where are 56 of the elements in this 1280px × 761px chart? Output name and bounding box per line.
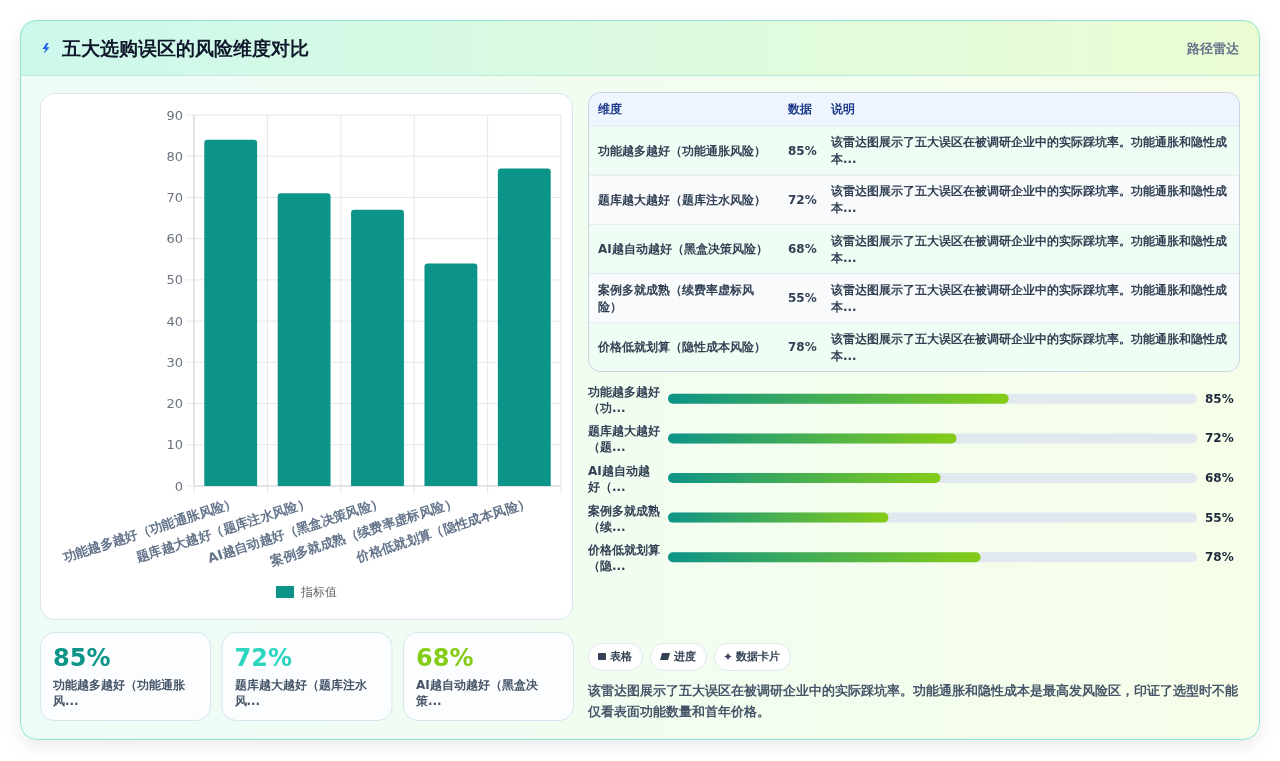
y-tick-label: 20 (166, 396, 183, 412)
y-tick-label: AI越自动越好（... (587, 464, 650, 494)
bar (277, 193, 331, 486)
text: 该雷达图展示了五大误区在被调研企业中的实际踩坑率。功能通胀和隐性成本... (830, 135, 1227, 167)
y-tick-label: 10 (166, 437, 183, 453)
bar (424, 263, 478, 486)
category-label: 案例多就成熟（续费率虚标风险） (597, 282, 754, 314)
category-label: 题库越大越好（题库注水风险） (597, 192, 766, 207)
y-tick-label: 0 (174, 478, 183, 494)
text: 说明 (830, 102, 855, 116)
data-label: 78% (1205, 550, 1234, 565)
text: 该雷达图展示了五大误区在被调研企业中的实际踩坑率。功能通胀和隐性成本是最高发风险区，印证了选型时不能仅看表面功能数量和首年价格。 (587, 682, 1239, 719)
text: 五大选购误区的风险维度对比 (61, 37, 309, 59)
y-tick-label: 90 (166, 107, 183, 123)
text: 数据卡片 (735, 650, 780, 663)
data-label: 85% (53, 644, 111, 672)
text: 进度 (673, 650, 696, 663)
legend-label: 指标值 (300, 585, 337, 599)
data-label: 72% (234, 644, 292, 672)
bar (351, 209, 404, 486)
text: 表格 (609, 650, 633, 663)
data-label: 55% (1205, 510, 1234, 525)
y-tick-label: 60 (166, 231, 183, 247)
bar (204, 139, 258, 486)
y-tick-label: 50 (166, 272, 183, 288)
data-label: 72% (788, 192, 817, 207)
y-tick-label: 价格低就划算（隐... (587, 543, 660, 574)
text: 路径雷达 (1186, 40, 1240, 56)
text: 数据 (787, 102, 812, 116)
data-label: 68% (1205, 471, 1234, 485)
y-tick-label: 案例多就成熟（续... (587, 503, 660, 534)
text: 该雷达图展示了五大误区在被调研企业中的实际踩坑率。功能通胀和隐性成本... (830, 184, 1227, 216)
category-label: 题库越大越好（题库注水风... (233, 678, 368, 708)
data-label: 55% (788, 291, 817, 306)
y-tick-label: 80 (166, 148, 183, 164)
data-label: 78% (788, 340, 817, 355)
category-label: AI越自动越好（黑盒决策... (415, 678, 539, 708)
data-label: 72% (1205, 431, 1234, 446)
data-label: 85% (1205, 391, 1234, 406)
category-label: 价格低就划算（隐性成本风险） (597, 340, 766, 355)
text: 维度 (597, 102, 622, 116)
category-label: 功能越多越好（功能通胀风险） (597, 143, 766, 158)
text: 该雷达图展示了五大误区在被调研企业中的实际踩坑率。功能通胀和隐性成本... (830, 331, 1227, 363)
text: 该雷达图展示了五大误区在被调研企业中的实际踩坑率。功能通胀和隐性成本... (830, 282, 1227, 314)
y-tick-label: 40 (166, 313, 183, 329)
data-label: 68% (416, 644, 474, 672)
data-label: 68% (788, 242, 817, 256)
y-tick-label: 题库越大越好（题... (587, 424, 660, 455)
data-label: 85% (788, 143, 817, 158)
text: 该雷达图展示了五大误区在被调研企业中的实际踩坑率。功能通胀和隐性成本... (830, 233, 1227, 265)
y-tick-label: 30 (166, 354, 183, 370)
category-label: AI越自动越好（黑盒决策风险） (598, 242, 768, 256)
bar (497, 168, 551, 486)
y-tick-label: 功能越多越好（功... (587, 384, 660, 415)
category-label: 功能越多越好（功能通胀风... (52, 678, 186, 708)
y-tick-label: 70 (166, 189, 183, 205)
